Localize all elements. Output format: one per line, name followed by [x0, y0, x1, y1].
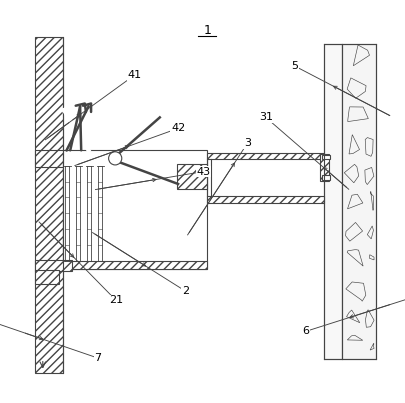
Bar: [324, 44, 341, 359]
Text: 7: 7: [94, 353, 101, 363]
Bar: [35, 150, 72, 167]
Text: 3: 3: [243, 138, 250, 148]
Bar: [322, 175, 329, 180]
Bar: [177, 164, 207, 189]
Text: 41: 41: [127, 71, 141, 80]
Circle shape: [109, 152, 122, 165]
Text: 6: 6: [302, 326, 309, 336]
Bar: [207, 196, 324, 203]
Bar: [35, 37, 63, 373]
Text: 2: 2: [181, 286, 188, 296]
Text: 1: 1: [203, 24, 211, 37]
Bar: [207, 152, 324, 159]
Bar: [341, 44, 375, 359]
Bar: [63, 159, 207, 166]
Bar: [35, 260, 72, 271]
Text: 43: 43: [196, 166, 210, 177]
Bar: [35, 270, 59, 284]
Bar: [63, 261, 207, 269]
Bar: [319, 154, 328, 181]
Text: 21: 21: [109, 295, 123, 305]
Text: 31: 31: [258, 112, 272, 123]
Bar: [63, 150, 207, 269]
Text: 5: 5: [291, 61, 298, 71]
Text: 42: 42: [171, 123, 185, 133]
Bar: [322, 155, 329, 160]
